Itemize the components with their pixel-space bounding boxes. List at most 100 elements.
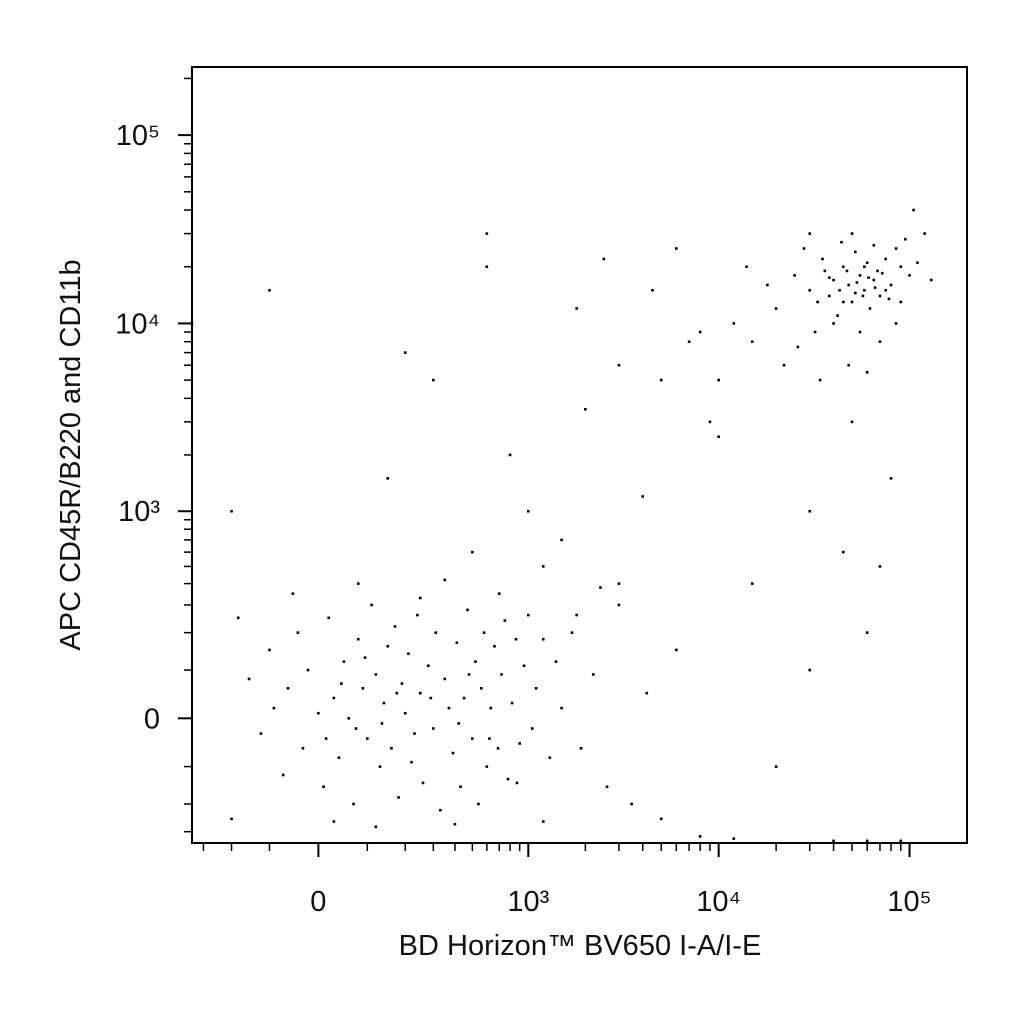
data-point	[617, 582, 621, 585]
data-point	[872, 243, 876, 247]
data-point	[386, 477, 390, 480]
data-point	[842, 265, 845, 269]
data-point	[554, 660, 558, 663]
data-point	[774, 765, 778, 768]
y-tick-label: 0	[144, 703, 160, 735]
data-point	[429, 696, 433, 700]
data-point	[342, 660, 346, 663]
data-point	[899, 839, 903, 843]
data-point	[482, 631, 486, 634]
x-tick-label: 0	[310, 886, 326, 918]
data-point	[508, 453, 512, 457]
data-point	[471, 550, 474, 554]
data-point	[584, 407, 587, 411]
y-axis-label: APC CD45R/B220 and CD11b	[55, 259, 87, 650]
data-point	[530, 727, 534, 730]
data-point	[403, 351, 407, 354]
data-point	[717, 435, 720, 439]
plot-frame	[191, 66, 968, 844]
data-point	[443, 677, 447, 681]
data-point	[802, 247, 806, 250]
data-point	[863, 288, 866, 292]
data-point	[575, 307, 578, 310]
data-point	[858, 330, 862, 334]
data-point	[247, 677, 251, 681]
data-point	[489, 706, 493, 710]
data-point	[889, 477, 893, 480]
data-point	[828, 294, 831, 298]
data-point	[393, 625, 397, 628]
data-point	[493, 644, 496, 648]
data-point	[732, 837, 736, 840]
data-point	[453, 822, 457, 826]
data-point	[855, 281, 859, 284]
data-point	[306, 668, 310, 672]
x-tick-label: 10⁵	[887, 886, 931, 918]
data-point	[687, 340, 691, 343]
data-point	[884, 257, 887, 261]
data-point	[432, 378, 435, 382]
data-point	[745, 265, 748, 269]
data-point	[281, 773, 285, 777]
data-point	[732, 322, 736, 325]
data-point	[659, 378, 663, 382]
data-point	[894, 247, 898, 250]
data-point	[774, 307, 778, 310]
data-point	[832, 278, 835, 282]
data-point	[480, 687, 483, 690]
data-point	[617, 603, 621, 607]
data-point	[418, 596, 422, 600]
data-point	[363, 656, 367, 659]
data-point	[356, 582, 360, 585]
data-point	[541, 637, 545, 641]
data-point	[832, 839, 835, 843]
data-point	[259, 732, 263, 735]
data-point	[327, 616, 331, 620]
data-point	[462, 696, 466, 700]
data-point	[386, 644, 390, 648]
data-point	[813, 330, 817, 334]
data-point	[268, 288, 271, 292]
data-point	[500, 673, 503, 676]
data-point	[421, 781, 425, 785]
data-point	[354, 727, 358, 730]
data-point	[418, 691, 422, 695]
data-point	[867, 276, 870, 279]
data-point	[503, 619, 507, 622]
data-point	[443, 578, 447, 582]
data-point	[352, 802, 355, 806]
data-point	[899, 265, 903, 269]
data-point	[865, 261, 869, 265]
data-point	[347, 717, 351, 720]
data-point	[750, 582, 754, 585]
data-point	[455, 641, 459, 644]
data-point	[717, 378, 720, 382]
data-point	[459, 785, 462, 789]
data-point	[439, 808, 442, 812]
data-point	[645, 691, 649, 695]
data-point	[416, 613, 419, 617]
data-point	[873, 286, 877, 289]
data-point	[821, 257, 824, 261]
data-point	[366, 737, 369, 740]
data-point	[617, 363, 621, 367]
data-point	[808, 232, 812, 235]
data-point	[845, 269, 849, 273]
data-point	[651, 288, 654, 292]
data-point	[908, 274, 911, 277]
data-point	[842, 550, 845, 554]
data-point	[361, 687, 365, 690]
data-point	[560, 706, 563, 710]
data-point	[865, 371, 869, 374]
data-point	[526, 509, 530, 513]
data-point	[854, 291, 857, 295]
data-point	[485, 765, 489, 768]
data-point	[858, 274, 862, 277]
data-point	[332, 696, 336, 700]
data-point	[823, 269, 827, 273]
data-point	[374, 825, 378, 829]
data-point	[477, 802, 480, 806]
data-point	[236, 616, 240, 620]
data-point	[659, 817, 663, 821]
data-point	[230, 509, 233, 513]
